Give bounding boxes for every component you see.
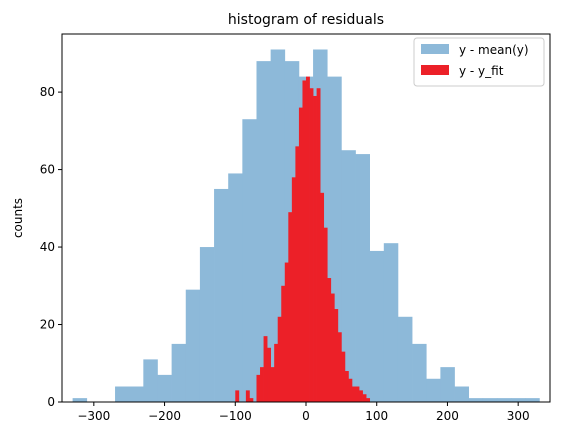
histogram-bar bbox=[412, 344, 426, 402]
histogram-bar bbox=[235, 390, 239, 402]
histogram-bar bbox=[267, 348, 271, 402]
legend-label-y-mean: y - mean(y) bbox=[459, 43, 529, 57]
histogram-bar bbox=[469, 398, 483, 402]
histogram-bar bbox=[313, 96, 317, 402]
histogram-bar bbox=[398, 317, 412, 402]
histogram-bar bbox=[370, 251, 384, 402]
histogram-bar bbox=[352, 387, 356, 402]
histogram-bar bbox=[483, 398, 497, 402]
histogram-bar bbox=[324, 228, 328, 402]
histogram-bar bbox=[320, 193, 324, 402]
histogram-bar bbox=[366, 398, 370, 402]
histogram-bar bbox=[292, 177, 296, 402]
chart-title: histogram of residuals bbox=[228, 12, 384, 28]
histogram-bar bbox=[288, 212, 292, 402]
histogram-bar bbox=[426, 379, 440, 402]
histogram-bar bbox=[356, 154, 370, 402]
histogram-bar bbox=[115, 387, 129, 402]
histogram-bar bbox=[256, 375, 260, 402]
histogram-bar bbox=[246, 390, 250, 402]
x-tick-label: −200 bbox=[148, 409, 181, 423]
histogram-bar bbox=[359, 390, 363, 402]
histogram-bar bbox=[525, 398, 539, 402]
histogram-bar bbox=[334, 309, 338, 402]
legend: y - mean(y) y - y_fit bbox=[414, 38, 544, 86]
histogram-bar bbox=[172, 344, 186, 402]
histogram-bar bbox=[264, 336, 268, 402]
y-tick-label: 40 bbox=[40, 240, 55, 254]
histogram-bar bbox=[73, 398, 87, 402]
x-tick-label: 300 bbox=[507, 409, 530, 423]
y-tick-label: 60 bbox=[40, 163, 55, 177]
histogram-bar bbox=[278, 317, 282, 402]
x-tick-label: −300 bbox=[77, 409, 110, 423]
histogram-bar bbox=[440, 367, 454, 402]
histogram-bar bbox=[310, 88, 314, 402]
histogram-bar bbox=[281, 286, 285, 402]
histogram-bar bbox=[317, 88, 321, 402]
histogram-bar bbox=[242, 119, 256, 402]
y-tick-label: 80 bbox=[40, 85, 55, 99]
histogram-bar bbox=[129, 387, 143, 402]
histogram-bar bbox=[228, 173, 242, 402]
histogram-bar bbox=[511, 398, 525, 402]
histogram-bar bbox=[348, 379, 352, 402]
histogram-bar bbox=[157, 375, 171, 402]
x-tick-label: −100 bbox=[219, 409, 252, 423]
histogram-bar bbox=[200, 247, 214, 402]
y-axis-label: counts bbox=[11, 198, 25, 238]
histogram-bar bbox=[295, 146, 299, 402]
histogram-bar bbox=[260, 367, 264, 402]
histogram-bar bbox=[341, 352, 345, 402]
legend-swatch-y-mean bbox=[421, 44, 449, 54]
histogram-bar bbox=[302, 80, 306, 402]
histogram-bar bbox=[306, 77, 310, 402]
histogram-bar bbox=[384, 243, 398, 402]
legend-label-y-fit: y - y_fit bbox=[459, 64, 504, 78]
histogram-bar bbox=[143, 359, 157, 402]
histogram-bar bbox=[214, 189, 228, 402]
histogram-bar bbox=[271, 367, 275, 402]
y-tick-label: 20 bbox=[40, 318, 55, 332]
histogram-bar bbox=[299, 108, 303, 402]
histogram-bar bbox=[345, 371, 349, 402]
histogram-bar bbox=[455, 387, 469, 402]
histogram-bar bbox=[249, 398, 253, 402]
histogram-bar bbox=[186, 290, 200, 402]
histogram-bar bbox=[331, 294, 335, 402]
histogram-bar bbox=[363, 394, 367, 402]
histogram-bar bbox=[285, 263, 289, 402]
histogram-bar bbox=[497, 398, 511, 402]
legend-swatch-y-fit bbox=[421, 65, 449, 75]
x-tick-label: 100 bbox=[365, 409, 388, 423]
histogram-bar bbox=[327, 278, 331, 402]
histogram-bar bbox=[274, 344, 278, 402]
histogram-bar bbox=[338, 332, 342, 402]
histogram-bar bbox=[356, 387, 360, 402]
x-tick-label: 0 bbox=[302, 409, 310, 423]
y-tick-label: 0 bbox=[47, 395, 55, 409]
x-tick-label: 200 bbox=[436, 409, 459, 423]
